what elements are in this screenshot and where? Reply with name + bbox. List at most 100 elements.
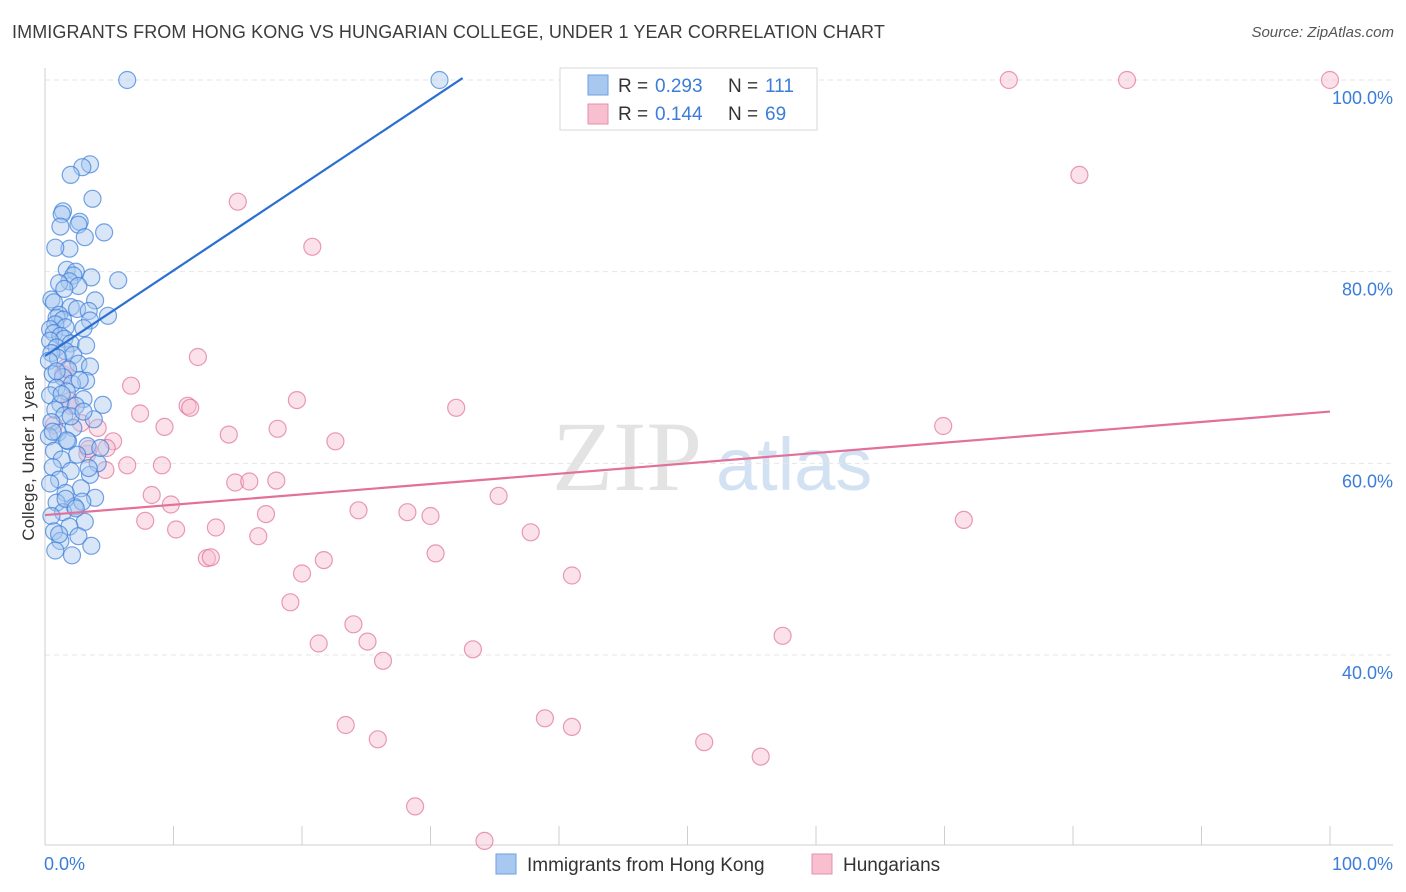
point-hungarians-35 — [398, 503, 417, 522]
stats-legend: R = 0.293 N = 111 R = 0.144 N = 69 — [559, 67, 818, 131]
point-hungarians-55 — [773, 626, 792, 645]
legend-label-hong-kong: Immigrants from Hong Kong — [527, 855, 765, 876]
trendline-hong-kong — [44, 77, 464, 357]
point-hong-kong-84 — [47, 493, 66, 512]
point-hong-kong-98 — [66, 499, 85, 518]
point-hong-kong-73 — [67, 445, 87, 464]
series-hong-kong-points — [39, 70, 449, 565]
point-hong-kong-24 — [42, 290, 61, 309]
stats-legend-r-label-2: R = — [618, 104, 648, 125]
point-hong-kong-18 — [82, 268, 101, 287]
point-hungarians-50 — [281, 593, 300, 612]
bottom-legend: Immigrants from Hong Kong Hungarians — [495, 853, 940, 876]
point-hungarians-10 — [287, 391, 306, 410]
stats-legend-n-label-1: N = — [728, 76, 758, 97]
point-hong-kong-1 — [430, 70, 449, 90]
point-hungarians-15 — [155, 417, 174, 436]
point-hungarians-30 — [267, 471, 286, 490]
point-hong-kong-100 — [79, 459, 98, 478]
point-hong-kong-97 — [73, 492, 92, 511]
point-hungarians-39 — [954, 510, 973, 530]
point-hong-kong-105 — [74, 402, 93, 421]
point-hong-kong-60 — [74, 390, 93, 409]
point-hong-kong-103 — [43, 422, 62, 441]
x-tick-label-max: 100.0% — [1332, 854, 1393, 874]
point-hungarians-44 — [426, 544, 445, 563]
point-hungarians-43 — [249, 527, 268, 546]
y-tick-label-100: 100.0% — [1332, 88, 1393, 108]
point-hong-kong-11 — [94, 223, 114, 242]
axes — [44, 68, 1393, 846]
point-hungarians-36 — [256, 504, 276, 524]
point-hungarians-5 — [303, 237, 322, 256]
point-hong-kong-87 — [42, 506, 61, 526]
stats-legend-swatch-hungarians — [587, 103, 609, 125]
point-hong-kong-94 — [46, 541, 65, 560]
point-hungarians-12 — [181, 398, 200, 417]
point-hungarians-19 — [934, 416, 953, 436]
point-hong-kong-92 — [51, 531, 70, 551]
stats-legend-swatch-hong-kong — [587, 74, 609, 96]
point-hungarians-41 — [206, 518, 225, 537]
point-hungarians-62 — [751, 747, 770, 766]
stats-legend-r-value-1: 0.293 — [655, 76, 703, 97]
point-hong-kong-78 — [80, 465, 100, 484]
point-hungarians-17 — [268, 419, 287, 438]
point-hong-kong-107 — [52, 385, 71, 404]
point-hungarians-13 — [447, 398, 466, 417]
x-tick-label-min: 0.0% — [44, 854, 85, 874]
point-hong-kong-29 — [79, 301, 98, 321]
watermark-atlas: atlas — [716, 423, 872, 506]
point-hungarians-58 — [562, 717, 582, 737]
point-hong-kong-65 — [84, 410, 103, 429]
point-hungarians-29 — [240, 472, 259, 491]
chart-source: Source: ZipAtlas.com — [1251, 24, 1394, 41]
point-hong-kong-66 — [42, 413, 61, 432]
point-hungarians-28 — [226, 473, 245, 492]
point-hungarians-52 — [358, 632, 377, 651]
point-hong-kong-19 — [109, 271, 128, 290]
point-hong-kong-35 — [56, 318, 75, 337]
point-hungarians-48 — [292, 564, 312, 583]
chart-title: IMMIGRANTS FROM HONG KONG VS HUNGARIAN C… — [12, 22, 885, 42]
trendline-hungarians — [44, 410, 1331, 517]
point-hungarians-3 — [1070, 165, 1089, 184]
point-hungarians-25 — [152, 456, 171, 475]
point-hong-kong-28 — [67, 299, 87, 319]
point-hungarians-34 — [349, 501, 368, 520]
trendlines — [44, 77, 1331, 517]
point-hong-kong-12 — [75, 228, 94, 247]
point-hong-kong-47 — [64, 345, 83, 365]
point-hong-kong-70 — [58, 432, 78, 451]
point-hong-kong-21 — [49, 274, 69, 293]
stats-legend-n-value-2: 69 — [765, 104, 786, 125]
point-hungarians-42 — [521, 523, 540, 542]
point-hungarians-54 — [463, 640, 482, 659]
point-hungarians-4 — [228, 192, 247, 211]
point-hungarians-57 — [535, 709, 555, 728]
point-hong-kong-61 — [51, 394, 70, 413]
point-hong-kong-93 — [82, 536, 101, 555]
stats-legend-n-value-1: 111 — [765, 76, 794, 97]
watermark: ZIP atlas — [552, 401, 872, 512]
point-hong-kong-5 — [83, 189, 102, 208]
point-hungarians-31 — [142, 485, 161, 505]
point-hong-kong-14 — [46, 238, 65, 257]
watermark-zip: ZIP — [552, 401, 702, 512]
point-hungarians-59 — [336, 715, 355, 735]
point-hungarians-51 — [344, 615, 363, 634]
legend-swatch-hungarians — [811, 853, 833, 875]
stats-legend-n-label-2: N = — [728, 104, 758, 125]
point-hungarians-1 — [1117, 70, 1137, 90]
point-hungarians-14 — [131, 404, 150, 423]
y-tick-label-40: 40.0% — [1342, 663, 1393, 683]
y-tick-label-60: 60.0% — [1342, 471, 1393, 491]
gridlines — [45, 79, 1393, 656]
point-hong-kong-51 — [80, 357, 100, 376]
point-hungarians-11 — [178, 396, 197, 415]
y-tick-labels: 100.0% 80.0% 60.0% 40.0% — [1332, 88, 1393, 683]
point-hungarians-7 — [122, 376, 141, 395]
point-hong-kong-90 — [44, 522, 64, 541]
point-hungarians-20 — [219, 425, 238, 444]
